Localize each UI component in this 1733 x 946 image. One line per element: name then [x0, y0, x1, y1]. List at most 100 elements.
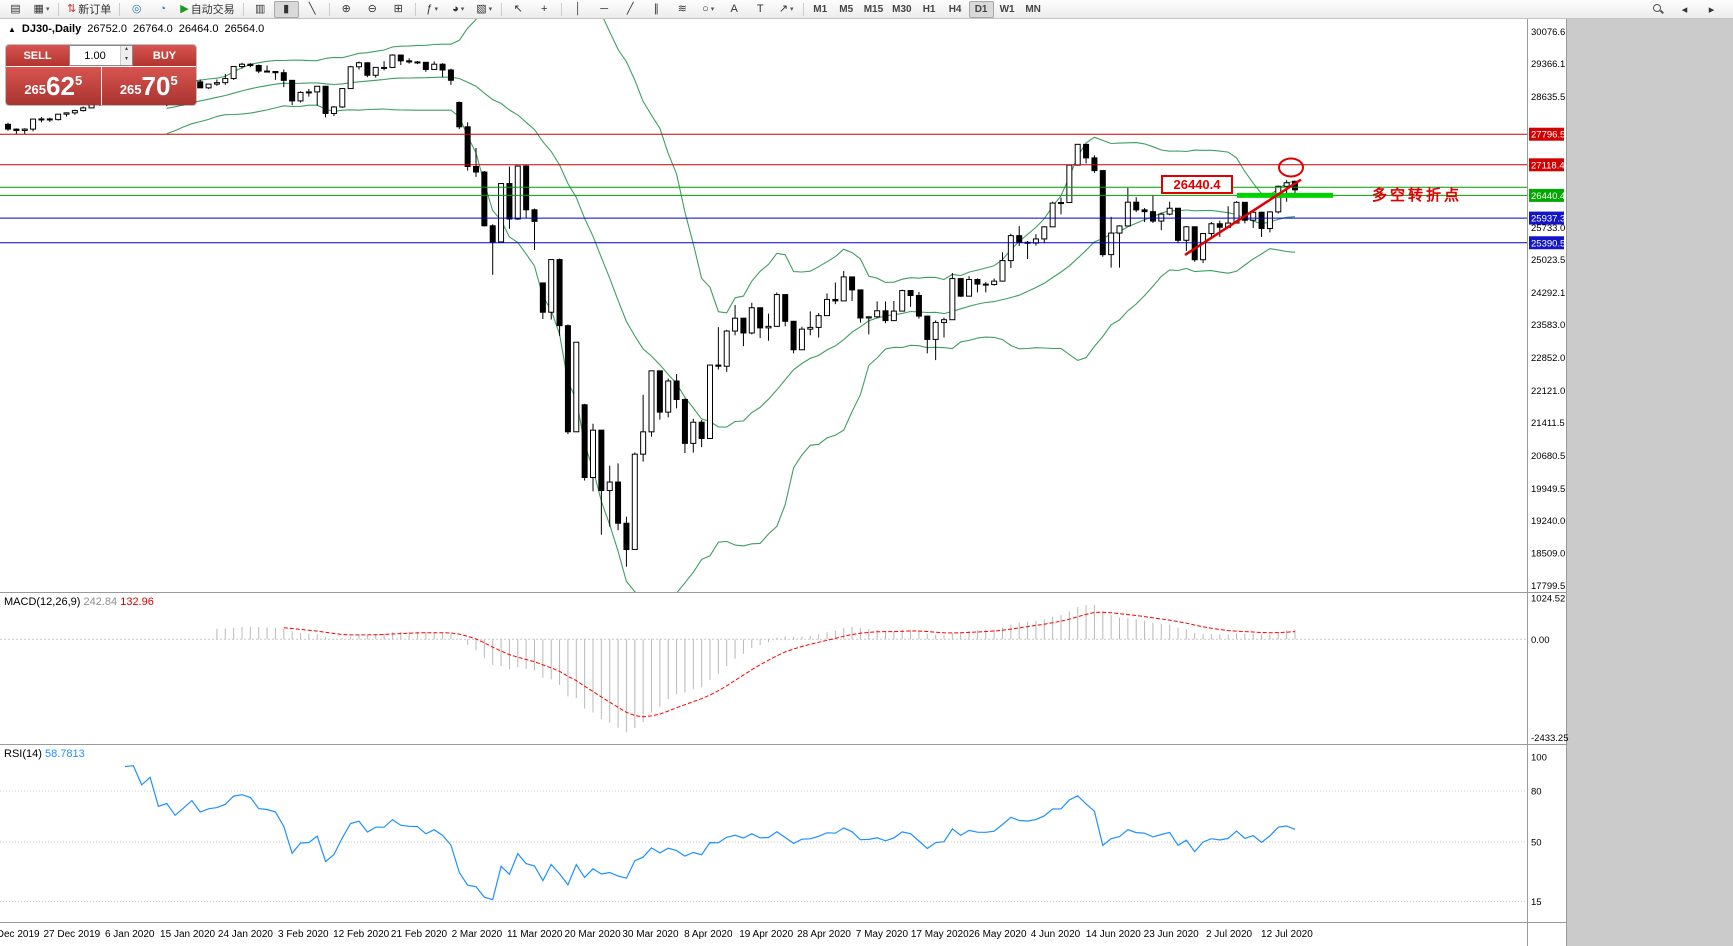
label-button[interactable]: T — [748, 1, 773, 18]
workspace-background — [1567, 19, 1733, 946]
zoom-in-button[interactable]: ⊕ — [334, 1, 359, 18]
svg-text:8 Apr 2020: 8 Apr 2020 — [684, 929, 733, 940]
svg-text:19240.0: 19240.0 — [1531, 516, 1565, 527]
ohlc-high: 26764.0 — [133, 23, 173, 35]
crosshair-icon: + — [540, 2, 548, 15]
chart-profiles-button[interactable]: ▦ ▾ — [29, 1, 54, 18]
price-flag-26440[interactable]: 26440.4 — [1161, 175, 1233, 194]
toolbar: ▤ ▦ ▾ ⇅ 新订单 ◎ ◔ ▶ 自动交易 ▥ ▮ ╲ ⊕ ⊖ ⊞ ƒ ▾ ◕ ▾ ▧ ▾ ↖ + │ ─ ╱ ∥ ≋ ○ ▾ A T ↗ ▾ M… — [0, 0, 1733, 19]
svg-text:-2433.25: -2433.25 — [1531, 733, 1569, 744]
svg-text:8 Dec 2019: 8 Dec 2019 — [0, 929, 40, 940]
toolbar-separator — [414, 2, 416, 16]
new-order-button-label: 新订单 — [78, 4, 112, 16]
toolbar-separator — [802, 2, 804, 16]
timeframe-m1-button[interactable]: M1 — [813, 3, 828, 15]
candlestick-chart-button[interactable]: ▮ — [273, 0, 299, 18]
add-indicator-icon: ƒ — [426, 2, 433, 15]
rsi-name: RSI(14) — [4, 748, 42, 760]
periods-button[interactable]: ◕ ▾ — [446, 1, 471, 18]
volume-up-icon[interactable]: ▴ — [121, 46, 132, 56]
svg-text:20 Mar 2020: 20 Mar 2020 — [565, 929, 622, 940]
svg-text:17799.5: 17799.5 — [1531, 581, 1565, 592]
timeframe-m15-button[interactable]: M15 — [863, 3, 884, 15]
svg-text:26440.4: 26440.4 — [1531, 191, 1565, 202]
svg-text:7 May 2020: 7 May 2020 — [856, 929, 909, 940]
label-icon: T — [756, 2, 764, 15]
timeframe-m30-button[interactable]: M30 — [892, 3, 912, 15]
svg-text:30 Mar 2020: 30 Mar 2020 — [622, 929, 679, 940]
candles-layer — [5, 54, 1298, 567]
fibonacci-icon: ≋ — [677, 2, 687, 15]
cursor-button[interactable]: ↖ — [506, 1, 531, 18]
auto-trading-button-label: 自动交易 — [190, 4, 235, 16]
buy-price-big: 70 — [141, 71, 171, 101]
trendline[interactable] — [1184, 178, 1302, 257]
add-indicator-button[interactable]: ƒ ▾ — [420, 1, 445, 18]
sell-price-prefix: 265 — [24, 82, 47, 97]
timeframe-h1-button[interactable]: H1 — [922, 3, 936, 15]
zoom-out-button[interactable]: ⊖ — [360, 1, 385, 18]
channel-button[interactable]: ∥ — [644, 1, 669, 18]
turning-point-note[interactable]: 多空转折点 — [1372, 187, 1463, 204]
buy-button[interactable]: BUY — [133, 45, 196, 66]
ellipse-annotation[interactable] — [1278, 157, 1304, 178]
new-order-button[interactable]: ⇅ 新订单 — [63, 1, 115, 18]
shapes-button[interactable]: ○ ▾ — [696, 1, 721, 18]
svg-text:19 Apr 2020: 19 Apr 2020 — [739, 929, 793, 940]
ohlc-low: 26464.0 — [178, 23, 219, 35]
new-chart-button[interactable]: ▤ — [3, 1, 28, 18]
svg-text:21 Feb 2020: 21 Feb 2020 — [391, 929, 448, 940]
buy-price[interactable]: 265 70 5 — [101, 67, 196, 105]
svg-text:22121.0: 22121.0 — [1531, 386, 1565, 397]
text-button[interactable]: A — [722, 1, 747, 18]
date-axis[interactable]: 8 Dec 2019 27 Dec 2019 6 Jan 2020 15 Jan 20… — [0, 929, 1313, 940]
timeframe-d1-button[interactable]: D1 — [968, 0, 994, 18]
templates-button[interactable]: ▧ ▾ — [472, 1, 497, 18]
bar-chart-button[interactable]: ▥ — [248, 1, 273, 18]
new-order-icon: ⇅ — [67, 2, 77, 15]
auto-trading-button[interactable]: ▶ 自动交易 — [176, 1, 238, 18]
caret-down-icon: ▾ — [460, 6, 465, 13]
sell-button[interactable]: SELL — [6, 45, 69, 66]
timeframe-h4-button[interactable]: H4 — [948, 3, 962, 15]
timeframe-mn-button[interactable]: MN — [1025, 3, 1041, 15]
market-watch-button[interactable]: ◎ — [124, 1, 149, 18]
svg-text:50: 50 — [1531, 838, 1542, 849]
sell-price[interactable]: 265 62 5 — [6, 67, 101, 105]
auto-trading-icon: ▶ — [180, 2, 189, 15]
volume-down-icon[interactable]: ▾ — [121, 55, 132, 65]
volume-stepper: ▴ ▾ — [120, 46, 132, 65]
svg-text:23 Jun 2020: 23 Jun 2020 — [1144, 929, 1199, 940]
search-button[interactable] — [1645, 1, 1670, 18]
arrows-icon: ↗ — [778, 2, 789, 15]
timeframe-m5-button[interactable]: M5 — [839, 3, 854, 15]
macd-label: MACD(12,26,9) 242.84 132.96 — [4, 596, 154, 608]
chart-prev-button[interactable]: ◂ — [1681, 3, 1688, 16]
caret-down-icon: ▾ — [434, 6, 438, 13]
price-axis[interactable]: 30076.6 29366.1 28635.5 27796.5 27118.4 26440… — [1529, 27, 1569, 908]
vertical-line-button[interactable]: │ — [566, 1, 591, 18]
oct-collapse-icon[interactable]: ▲ — [8, 25, 16, 34]
tile-windows-button[interactable]: ⊞ — [386, 1, 411, 18]
svg-text:30076.6: 30076.6 — [1531, 27, 1565, 38]
svg-text:25023.5: 25023.5 — [1531, 255, 1565, 266]
svg-text:4 Jun 2020: 4 Jun 2020 — [1031, 929, 1081, 940]
data-window-button[interactable]: ◔ — [150, 1, 175, 18]
arrows-button[interactable]: ↗ ▾ — [774, 1, 799, 18]
sell-price-sup: 5 — [74, 73, 83, 88]
volume-input[interactable] — [70, 46, 120, 65]
svg-text:25937.3: 25937.3 — [1531, 214, 1565, 225]
svg-text:100: 100 — [1531, 752, 1547, 763]
horizontal-line-button[interactable]: ─ — [592, 1, 617, 18]
fibonacci-button[interactable]: ≋ — [670, 1, 695, 18]
caret-down-icon: ▾ — [45, 6, 50, 13]
svg-text:23583.0: 23583.0 — [1531, 320, 1565, 331]
timeframe-w1-button[interactable]: W1 — [999, 3, 1015, 15]
svg-text:15: 15 — [1531, 897, 1542, 908]
trendline-button[interactable]: ╱ — [618, 1, 643, 18]
line-chart-button[interactable]: ╲ — [300, 1, 325, 18]
chart-next-button[interactable]: ▸ — [1708, 3, 1715, 16]
crosshair-button[interactable]: + — [532, 1, 557, 18]
